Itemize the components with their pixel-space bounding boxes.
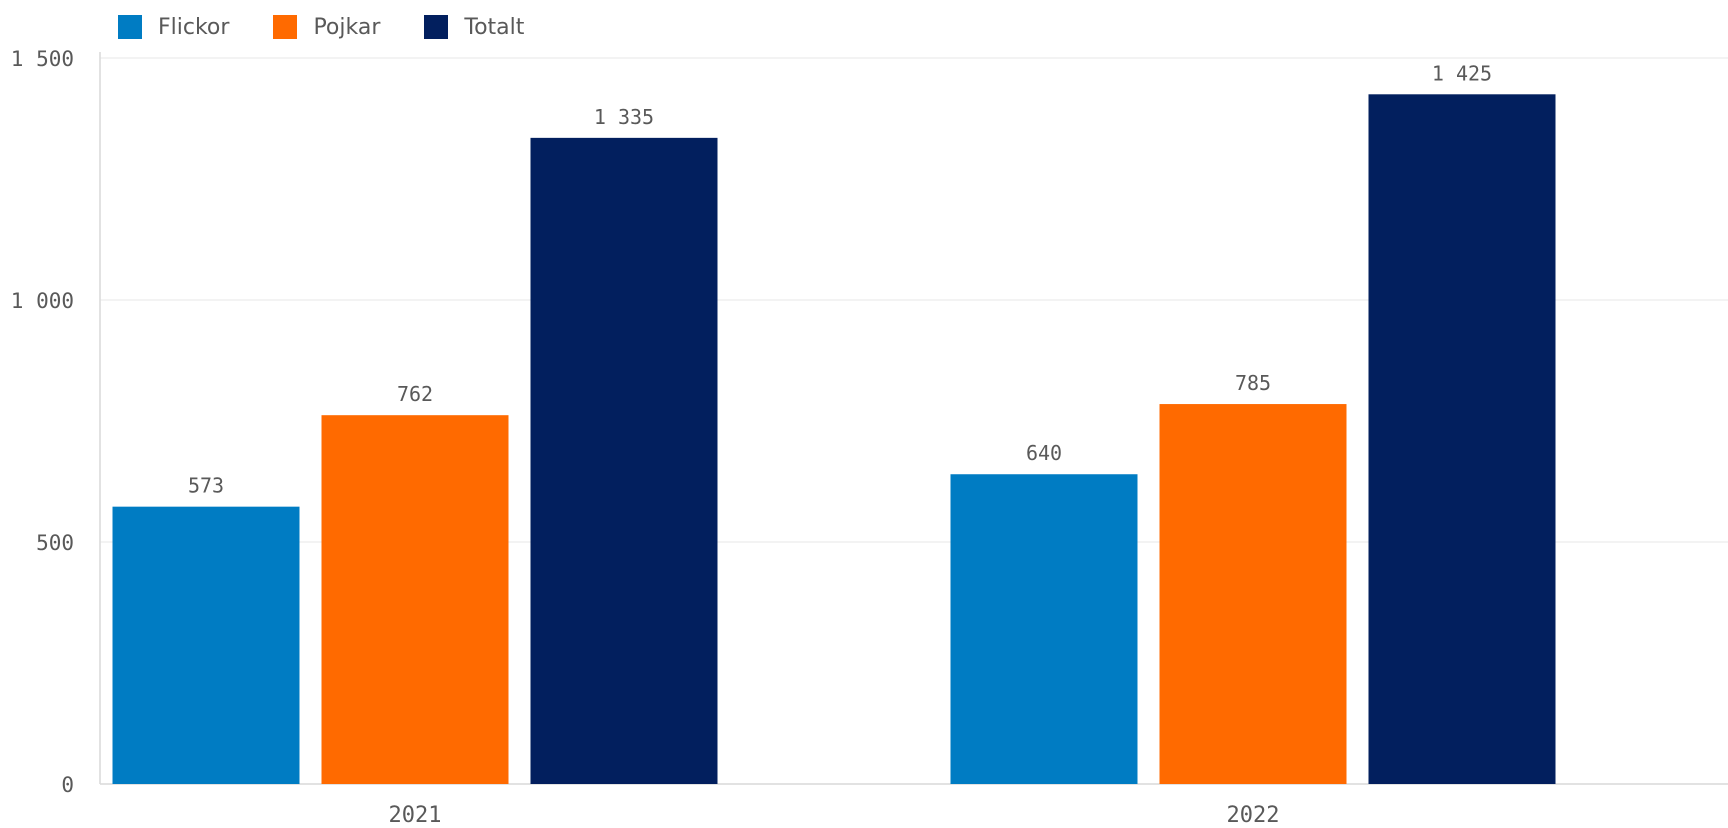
bar-flickor-2022 bbox=[950, 474, 1138, 784]
y-tick-label: 0 bbox=[61, 773, 74, 797]
legend-swatch-totalt bbox=[424, 15, 449, 39]
y-tick-label: 500 bbox=[36, 531, 74, 555]
bar-pojkar-2021 bbox=[321, 415, 509, 784]
legend-label-flickor: Flickor bbox=[158, 14, 230, 40]
legend-label-pojkar: Pojkar bbox=[313, 14, 381, 40]
data-label: 573 bbox=[188, 474, 224, 498]
y-tick-label: 1 000 bbox=[11, 289, 74, 313]
bar-totalt-2022 bbox=[1368, 94, 1556, 785]
legend-swatch-pojkar bbox=[273, 15, 298, 39]
y-tick-label: 1 500 bbox=[11, 47, 74, 71]
x-tick-label: 2022 bbox=[1227, 803, 1280, 828]
bar-flickor-2021 bbox=[112, 506, 300, 784]
bar-totalt-2021 bbox=[530, 137, 718, 785]
bar-pojkar-2022 bbox=[1159, 404, 1347, 784]
legend-item-pojkar[interactable]: Pojkar bbox=[273, 15, 380, 40]
data-label: 640 bbox=[1026, 441, 1062, 465]
legend-label-totalt: Totalt bbox=[464, 14, 525, 40]
legend-swatch-flickor bbox=[118, 15, 142, 39]
data-label: 785 bbox=[1235, 371, 1271, 395]
data-label: 762 bbox=[397, 382, 433, 406]
legend-item-totalt[interactable]: Totalt bbox=[424, 15, 524, 40]
x-tick-label: 2021 bbox=[389, 803, 442, 828]
data-label: 1 425 bbox=[1432, 61, 1492, 85]
legend-item-flickor[interactable]: Flickor bbox=[118, 15, 229, 40]
legend: Flickor Pojkar Totalt bbox=[118, 12, 568, 42]
data-label: 1 335 bbox=[594, 105, 654, 129]
